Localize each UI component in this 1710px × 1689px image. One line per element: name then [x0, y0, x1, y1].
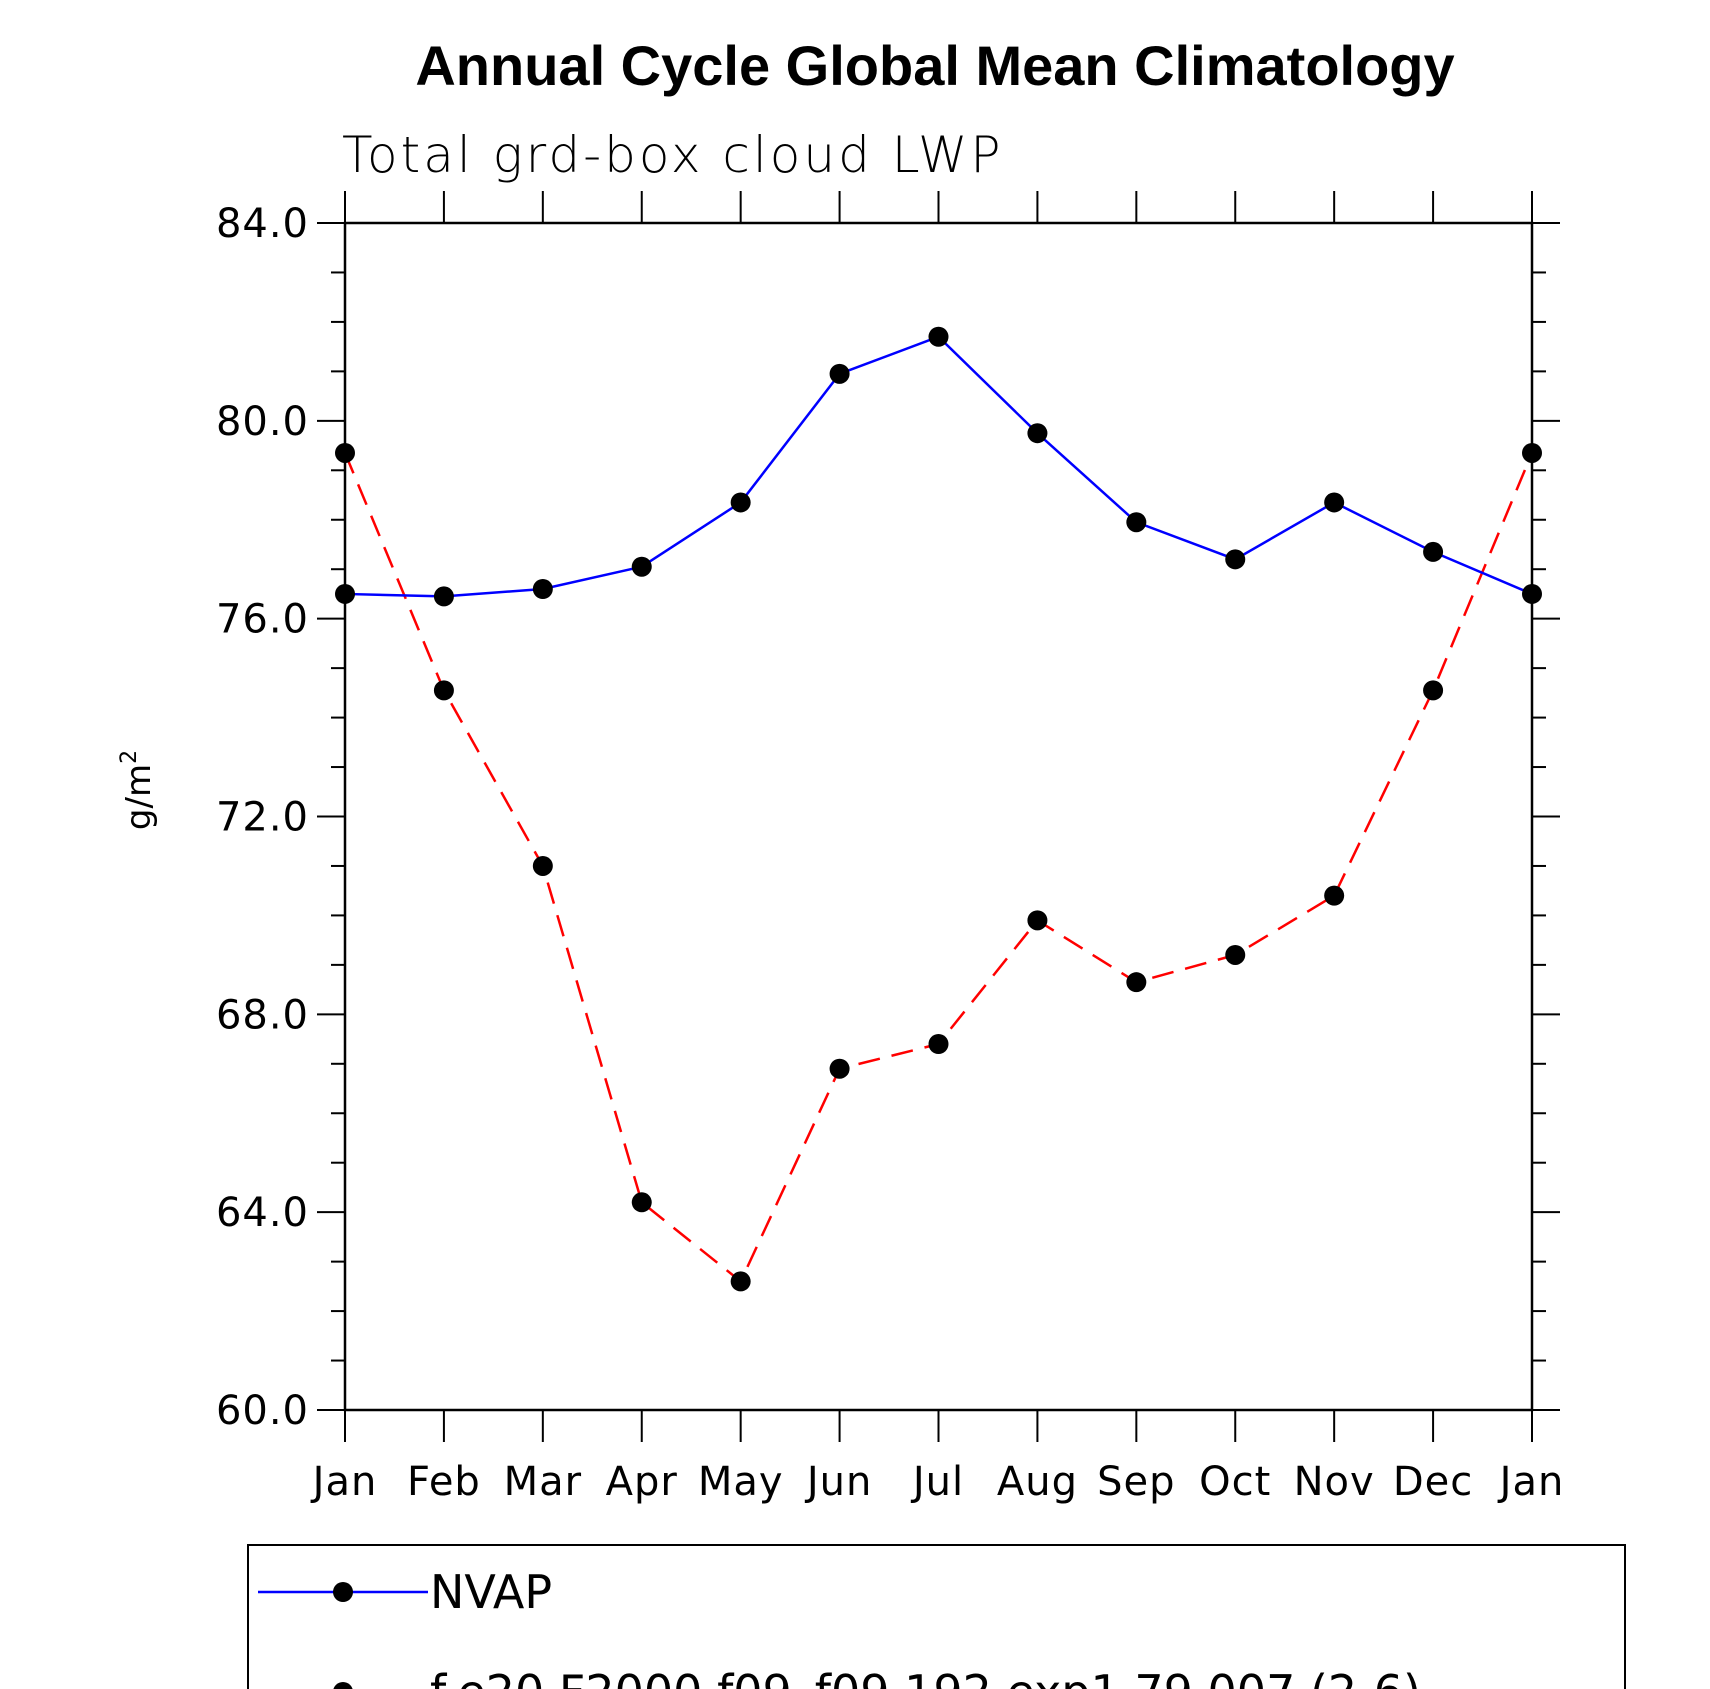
- series-line: [344, 335, 1533, 598]
- series-line: [343, 452, 1534, 1284]
- x-tick-label: Apr: [606, 1459, 678, 1505]
- x-tick-label: Sep: [1097, 1459, 1175, 1505]
- y-tick-label: 64.0: [216, 1190, 309, 1236]
- data-point: [1522, 442, 1542, 463]
- data-point: [1225, 549, 1246, 570]
- x-tick-label: Aug: [997, 1459, 1078, 1505]
- data-point: [730, 492, 751, 513]
- data-point: [335, 442, 355, 463]
- data-point: [1423, 680, 1444, 701]
- svg-text:g/m2: g/m2: [117, 750, 159, 830]
- x-tick-label: Jul: [910, 1459, 964, 1505]
- data-point: [631, 1192, 652, 1213]
- x-tick-label: Mar: [504, 1459, 582, 1505]
- y-axis-label: g/m: [119, 764, 159, 830]
- data-point: [1423, 541, 1444, 562]
- data-point: [335, 583, 355, 604]
- data-point: [433, 680, 454, 701]
- y-axis: 60.0 64.0 68.0 72.0 76.0 80.0 84.0: [216, 201, 1560, 1434]
- data-point: [1324, 885, 1345, 906]
- y-tick-label: 80.0: [216, 399, 309, 445]
- data-point: [433, 586, 454, 607]
- chart-title: Annual Cycle Global Mean Climatology: [415, 34, 1454, 97]
- legend-marker: [333, 1582, 353, 1602]
- y-tick-label: 84.0: [216, 201, 309, 247]
- x-tick-label: Nov: [1294, 1459, 1375, 1505]
- data-point: [532, 578, 553, 599]
- data-point: [1126, 972, 1147, 993]
- x-tick-label: Feb: [407, 1459, 481, 1505]
- data-point: [532, 855, 553, 876]
- x-tick-label: May: [698, 1459, 784, 1505]
- data-point: [829, 363, 850, 384]
- y-tick-label: 60.0: [216, 1388, 309, 1434]
- x-tick-label: Jan: [310, 1459, 378, 1505]
- x-tick-label: Jan: [1497, 1459, 1565, 1505]
- y-tick-label: 68.0: [216, 992, 309, 1038]
- y-tick-label: 72.0: [216, 795, 309, 841]
- chart-subtitle: Total grd-box cloud LWP: [342, 126, 1004, 184]
- data-point: [1126, 512, 1147, 533]
- x-tick-label: Dec: [1393, 1459, 1473, 1505]
- y-axis-title: g/m2: [117, 750, 159, 830]
- y-tick-label: 76.0: [216, 597, 309, 643]
- x-tick-label: Jun: [804, 1459, 873, 1505]
- data-point: [1225, 944, 1246, 965]
- data-point: [1027, 910, 1048, 931]
- legend-marker: [333, 1682, 353, 1689]
- data-point: [1027, 423, 1048, 444]
- plot-frame: [343, 221, 1534, 1412]
- data-point: [1522, 583, 1542, 604]
- data-point: [928, 326, 949, 347]
- legend: NVAP f.e20.F2000.f09_f09.192.exp1.79.007 …: [247, 1544, 1626, 1689]
- data-point: [631, 556, 652, 577]
- legend-box: [247, 1544, 1626, 1689]
- series-nvap: [335, 326, 1542, 607]
- series-model: [335, 442, 1542, 1292]
- legend-label: f.e20.F2000.f09_f09.192.exp1.79.007 (2-6…: [430, 1665, 1421, 1689]
- x-tick-label: Oct: [1199, 1459, 1271, 1505]
- data-point: [1324, 492, 1345, 513]
- series-layer: [335, 326, 1542, 1292]
- plot-border: [343, 221, 1534, 1412]
- data-point: [829, 1058, 850, 1079]
- y-axis-label-superscript: 2: [117, 750, 142, 764]
- x-axis: Jan Feb Mar Apr May Jun Jul Aug Sep Oct Nov Dec Jan: [310, 191, 1565, 1505]
- data-point: [730, 1271, 751, 1292]
- legend-label: NVAP: [430, 1565, 552, 1619]
- data-point: [928, 1034, 949, 1055]
